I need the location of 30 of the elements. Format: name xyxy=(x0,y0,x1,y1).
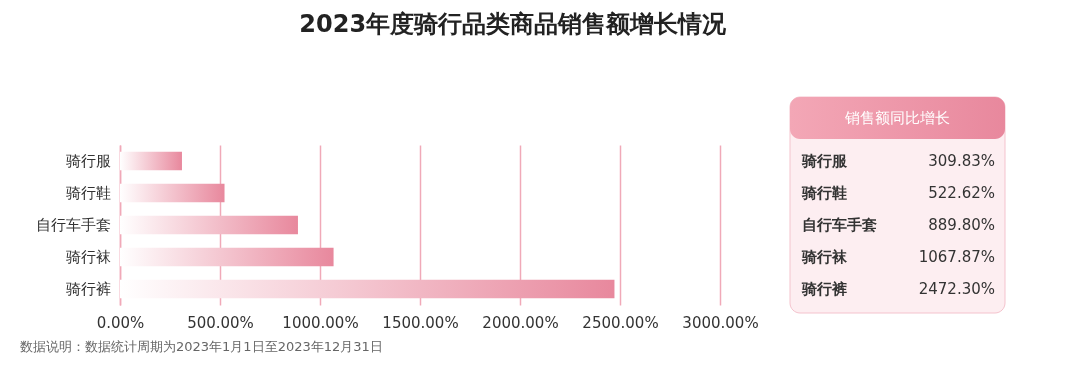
y-tick-label: 自行车手套 xyxy=(35,216,111,234)
x-tick-label: 2500.00% xyxy=(582,313,659,332)
bar xyxy=(120,279,615,299)
data-label: 522.62% xyxy=(928,184,995,202)
bar xyxy=(120,151,182,171)
category-label: 骑行鞋 xyxy=(802,184,847,202)
category-label: 骑行裤 xyxy=(802,280,847,298)
y-tick-label: 骑行裤 xyxy=(65,280,111,298)
data-label: 309.83% xyxy=(928,152,995,170)
chart-title: 2023年度骑行品类商品销售额增长情况 xyxy=(299,9,728,38)
x-tick-label: 1000.00% xyxy=(282,313,359,332)
x-tick-label: 2000.00% xyxy=(482,313,559,332)
x-tick-label: 0.00% xyxy=(96,313,145,332)
x-tick-label: 3000.00% xyxy=(682,313,759,332)
category-label: 骑行袜 xyxy=(802,248,847,266)
y-tick-label: 骑行服 xyxy=(65,152,111,170)
bar xyxy=(120,215,298,235)
data-label: 889.80% xyxy=(928,216,995,234)
data-label: 1067.87% xyxy=(918,248,995,266)
category-label: 骑行服 xyxy=(802,152,847,170)
y-tick-label: 骑行袜 xyxy=(65,248,111,266)
y-tick-label: 骑行鞋 xyxy=(65,184,111,202)
x-tick-label: 1500.00% xyxy=(382,313,459,332)
data-label: 2472.30% xyxy=(918,280,995,298)
text: 数据说明：数据统计周期为2023年1月1日至2023年12月31日 xyxy=(20,339,383,354)
bar xyxy=(120,247,334,267)
category-label: 自行车手套 xyxy=(802,216,877,234)
x-tick-label: 500.00% xyxy=(187,313,254,332)
text: 销售额同比增长 xyxy=(844,109,950,127)
bar xyxy=(120,183,225,203)
